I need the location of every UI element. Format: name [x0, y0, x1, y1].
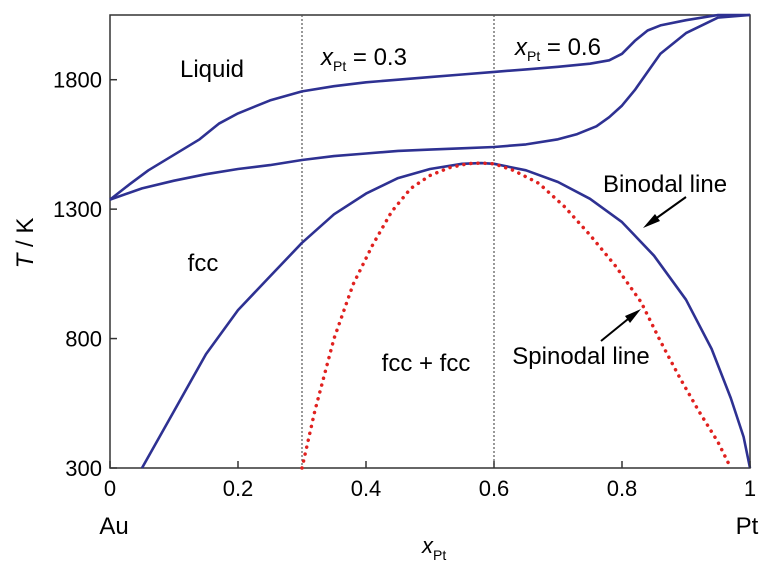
x-axis-label: xPt — [421, 533, 446, 563]
series-solidus — [109, 13, 751, 201]
series-spinodal-line — [300, 161, 733, 470]
x-tick-label: 0.6 — [479, 476, 510, 501]
liquid-label: Liquid — [180, 56, 244, 83]
x-tick-label: 0.4 — [351, 476, 382, 501]
spinodal-line-label: Spinodal line — [512, 343, 649, 370]
guide-label-0-6: xPt = 0.6 — [514, 34, 601, 64]
y-axis-label: T / K — [12, 218, 39, 269]
y-tick-label: 1800 — [53, 68, 102, 93]
series-binodal-line — [140, 161, 752, 469]
y-tick-label: 800 — [65, 327, 102, 352]
guide-label-0-3: xPt = 0.3 — [320, 44, 407, 74]
x-tick-label: 0.8 — [607, 476, 638, 501]
fcc-label: fcc — [188, 250, 219, 277]
end-label-pt: Pt — [736, 513, 759, 540]
spinodal-arrow — [600, 309, 641, 342]
binodal-line-label: Binodal line — [603, 171, 727, 198]
y-tick-label: 300 — [65, 456, 102, 481]
binodal-arrow — [643, 196, 687, 228]
x-tick-label: 0 — [104, 476, 116, 501]
series-liquidus — [109, 13, 750, 201]
end-label-au: Au — [99, 513, 128, 540]
fcc-plus-fcc-label: fcc + fcc — [382, 350, 471, 377]
x-tick-label: 1 — [744, 476, 756, 501]
y-tick-label: 1300 — [53, 197, 102, 222]
plot-frame — [109, 14, 751, 469]
x-tick-label: 0.2 — [223, 476, 254, 501]
